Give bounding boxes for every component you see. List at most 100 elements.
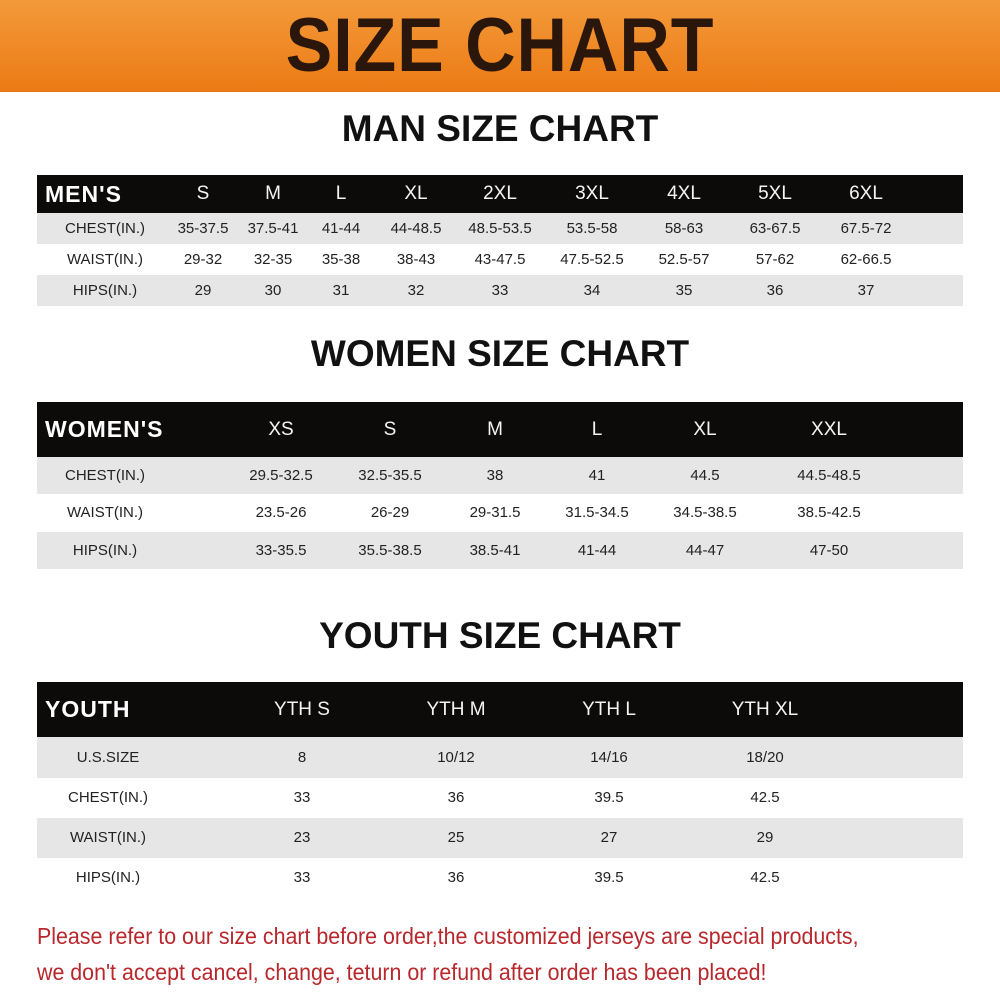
table-cell: 33-35.5 [255, 542, 307, 559]
row-label: WAIST(IN.) [66, 251, 144, 268]
table-row: HIPS(IN.) 33 36 39.5 42.5 [37, 858, 963, 898]
size-column-header: XL [404, 183, 428, 204]
table-cell: 29 [756, 829, 774, 846]
table-cell: 67.5-72 [840, 220, 892, 237]
table-cell: 63-67.5 [749, 220, 801, 237]
table-corner-label: MEN'S [45, 181, 122, 207]
row-label: HIPS(IN.) [72, 542, 138, 559]
table-cell: 14/16 [590, 749, 628, 766]
row-label: WAIST(IN.) [69, 829, 147, 846]
size-column-header: L [591, 419, 603, 440]
row-label: CHEST(IN.) [65, 467, 145, 484]
table-cell: 29-32 [183, 251, 223, 268]
table-cell: 38.5-42.5 [797, 504, 861, 521]
table-cell: 44-47 [685, 542, 725, 559]
table-cell: 44.5-48.5 [797, 467, 861, 484]
table-cell: 58-63 [664, 220, 704, 237]
table-cell: 32 [407, 282, 425, 299]
size-column-header: 6XL [849, 183, 883, 204]
table-cell: 37.5-41 [247, 220, 299, 237]
table-cell: 37 [857, 282, 875, 299]
notice-line-1: Please refer to our size chart before or… [37, 923, 859, 949]
size-column-header: YTH S [274, 699, 330, 720]
table-cell: 32.5-35.5 [358, 467, 422, 484]
table-cell: 52.5-57 [658, 251, 710, 268]
table-cell: 29-31.5 [469, 504, 521, 521]
size-column-header: L [335, 183, 347, 204]
row-label: HIPS(IN.) [72, 282, 138, 299]
table-cell: 41-44 [321, 220, 361, 237]
table-cell: 48.5-53.5 [468, 220, 532, 237]
table-cell: 42.5 [750, 869, 780, 886]
table-cell: 44.5 [690, 467, 720, 484]
table-cell: 41 [588, 467, 606, 484]
table-header-row: MEN'S S M L XL 2XL 3XL 4XL 5XL 6XL [37, 175, 963, 213]
table-cell: 27 [600, 829, 618, 846]
table-cell: 35.5-38.5 [358, 542, 422, 559]
size-chart-banner: SIZE CHART [0, 0, 1000, 92]
table-cell: 44-48.5 [390, 220, 442, 237]
row-label: U.S.SIZE [76, 749, 140, 766]
table-header-row: YOUTH YTH S YTH M YTH L YTH XL [37, 682, 963, 737]
table-cell: 39.5 [594, 789, 624, 806]
table-cell: 25 [447, 829, 465, 846]
size-column-header: M [487, 419, 503, 440]
table-cell: 57-62 [755, 251, 795, 268]
table-cell: 38-43 [396, 251, 436, 268]
table-corner-label: WOMEN'S [45, 416, 164, 442]
size-column-header: 2XL [483, 183, 517, 204]
table-cell: 23.5-26 [255, 504, 307, 521]
table-cell: 38.5-41 [469, 542, 521, 559]
table-cell: 33 [293, 869, 311, 886]
size-column-header: XS [268, 419, 294, 440]
table-cell: 31.5-34.5 [565, 504, 629, 521]
table-row: WAIST(IN.) 23.5-26 26-29 29-31.5 31.5-34.5 34… [37, 494, 963, 532]
table-cell: 35-37.5 [177, 220, 229, 237]
row-label: CHEST(IN.) [68, 789, 148, 806]
table-cell: 8 [297, 749, 307, 766]
table-row: HIPS(IN.) 29 30 31 32 33 34 35 36 37 [37, 275, 963, 306]
table-cell: 23 [293, 829, 311, 846]
size-column-header: YTH M [426, 699, 486, 720]
table-cell: 43-47.5 [474, 251, 526, 268]
table-cell: 33 [491, 282, 509, 299]
table-cell: 30 [264, 282, 282, 299]
size-column-header: 4XL [667, 183, 701, 204]
table-cell: 36 [766, 282, 784, 299]
table-cell: 29.5-32.5 [249, 467, 313, 484]
men-size-table: MEN'S S M L XL 2XL 3XL 4XL 5XL 6XL CHEST(IN.) 35-37… [37, 175, 963, 306]
table-row: CHEST(IN.) 29.5-32.5 32.5-35.5 38 41 44.5 44.5… [37, 457, 963, 494]
women-size-table: WOMEN'S XS S M L XL XXL CHEST(IN.) 29.5-32.5 32.5… [37, 402, 963, 569]
table-row: U.S.SIZE 8 10/12 14/16 18/20 [37, 737, 963, 778]
youth-section-title: YOUTH SIZE CHART [319, 615, 681, 656]
table-cell: 42.5 [750, 789, 780, 806]
table-row: WAIST(IN.) 29-32 32-35 35-38 38-43 43-47.5 47.… [37, 244, 963, 275]
table-cell: 33 [293, 789, 311, 806]
women-section-title: WOMEN SIZE CHART [310, 333, 690, 374]
table-cell: 34 [583, 282, 601, 299]
table-cell: 32-35 [253, 251, 293, 268]
table-cell: 39.5 [594, 869, 624, 886]
table-corner-label: YOUTH [45, 696, 131, 722]
size-column-header: YTH L [582, 699, 636, 720]
table-cell: 36 [447, 789, 465, 806]
size-column-header: 3XL [575, 183, 609, 204]
table-cell: 29 [194, 282, 212, 299]
size-column-header: YTH XL [731, 699, 799, 720]
table-row: CHEST(IN.) 35-37.5 37.5-41 41-44 44-48.5 48.5… [37, 213, 963, 244]
table-cell: 53.5-58 [566, 220, 618, 237]
table-cell: 38 [486, 467, 504, 484]
table-cell: 47.5-52.5 [560, 251, 624, 268]
table-cell: 31 [332, 282, 350, 299]
table-cell: 34.5-38.5 [673, 504, 737, 521]
banner-title: SIZE CHART [285, 3, 715, 88]
size-column-header: 5XL [758, 183, 792, 204]
table-row: HIPS(IN.) 33-35.5 35.5-38.5 38.5-41 41-44 44-… [37, 532, 963, 569]
table-header-row: WOMEN'S XS S M L XL XXL [37, 402, 963, 457]
youth-size-table: YOUTH YTH S YTH M YTH L YTH XL U.S.SIZE 8 10/12… [37, 682, 963, 898]
table-cell: 35 [675, 282, 693, 299]
table-row: CHEST(IN.) 33 36 39.5 42.5 [37, 778, 963, 818]
row-label: CHEST(IN.) [65, 220, 145, 237]
size-column-header: M [265, 183, 281, 204]
size-column-header: S [383, 419, 397, 440]
